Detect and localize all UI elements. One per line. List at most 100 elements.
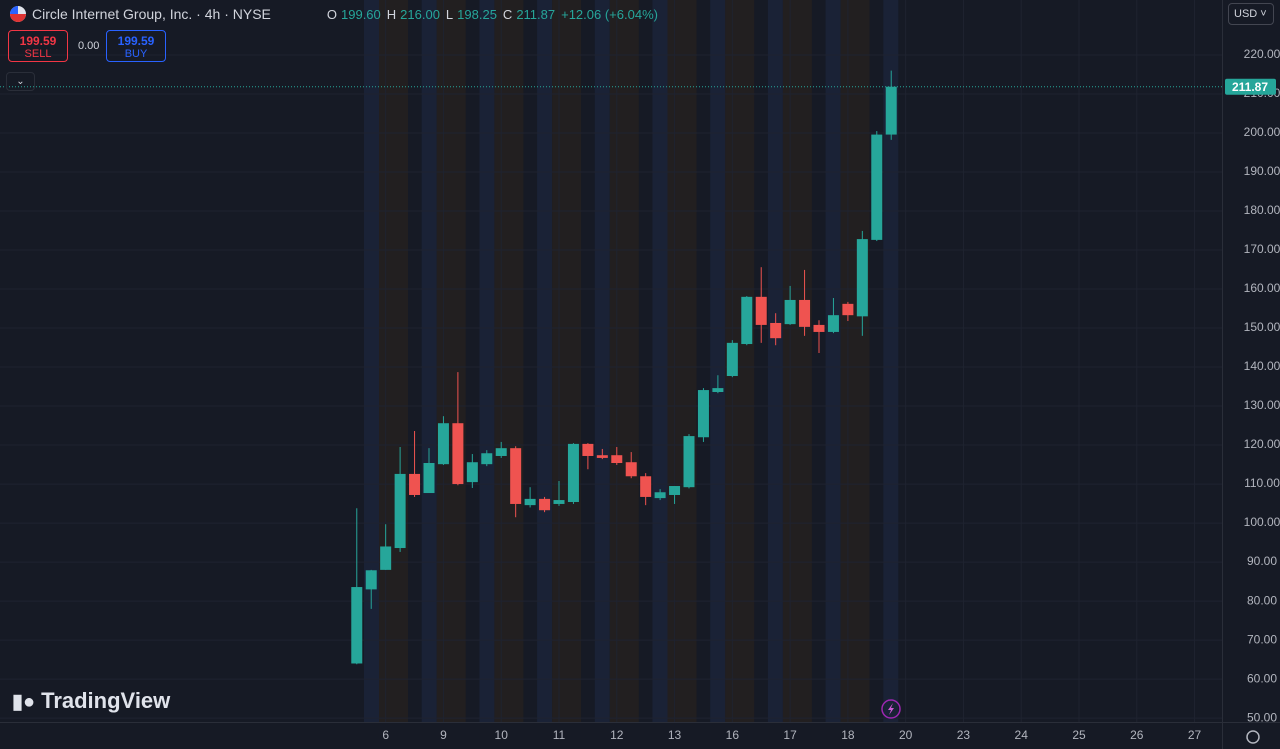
x-tick-label: 6 [382, 728, 389, 742]
candle-body [452, 423, 464, 485]
y-tick-label: 150.00 [1244, 320, 1280, 334]
ohlc-value: 198.25 [457, 6, 497, 22]
afterhours-shade [494, 0, 524, 722]
y-tick-label: 140.00 [1244, 359, 1280, 373]
candle-body [770, 322, 782, 339]
y-tick-label: 200.00 [1244, 125, 1280, 139]
brand-logo: ▮● TradingView [12, 688, 170, 714]
candle-body [799, 299, 811, 327]
settings-icon [1246, 730, 1260, 744]
candle-body [885, 86, 897, 135]
collapse-button[interactable]: ⌄ [6, 72, 35, 91]
afterhours-shade [436, 0, 466, 722]
afterhours-shade [552, 0, 582, 722]
currency: USD [1234, 8, 1258, 20]
candle-body [582, 443, 594, 456]
candle-body [365, 570, 377, 590]
candle-body [669, 486, 681, 495]
x-tick-label: 18 [841, 728, 855, 742]
premarket-shade [537, 0, 553, 722]
candle-body [481, 453, 493, 465]
candle-body [466, 462, 478, 483]
change: +12.06 (+6.04%) [561, 6, 658, 22]
x-tick-label: 16 [726, 728, 740, 742]
afterhours-shade [379, 0, 408, 722]
candle-body [437, 423, 449, 465]
afterhours-shade [609, 0, 639, 722]
premarket-shade [767, 0, 783, 722]
spread: 0.00 [78, 40, 100, 52]
ohlc-key: O [326, 6, 337, 22]
candle-body [380, 546, 392, 570]
x-tick-label: 25 [1072, 728, 1086, 742]
alert-icon [881, 699, 901, 719]
candle-body [625, 462, 637, 477]
buy-button[interactable]: 199.59 BUY [106, 30, 166, 62]
candle-body [539, 498, 551, 511]
y-tick-label: 100.00 [1244, 515, 1280, 529]
candle-body [640, 476, 652, 497]
candle-body [596, 455, 608, 458]
ohlc-key: H [386, 6, 397, 22]
candle-body [697, 390, 709, 438]
candle-body [611, 455, 623, 464]
candle-body [871, 134, 883, 240]
candle-body [495, 448, 507, 456]
y-tick-label: 50.00 [1247, 710, 1277, 724]
x-tick-label: 24 [1015, 728, 1029, 742]
y-tick-label: 90.00 [1247, 554, 1277, 568]
x-tick-label: 10 [495, 728, 509, 742]
candle-body [423, 463, 435, 494]
candle-body [654, 492, 666, 499]
premarket-shade [364, 0, 379, 722]
x-tick-label: 9 [440, 728, 447, 742]
y-tick-label: 70.00 [1247, 632, 1277, 646]
x-tick-label: 12 [610, 728, 624, 742]
y-tick-label: 220.00 [1244, 47, 1280, 61]
candle-body [394, 473, 406, 549]
candle-body [510, 448, 522, 504]
candle-body [726, 342, 738, 377]
y-tick-label: 60.00 [1247, 671, 1277, 685]
y-tick-label: 190.00 [1244, 164, 1280, 178]
brand-name: TradingView [41, 688, 171, 713]
symbol-header: Circle Internet Group, Inc. · 4h · NYSE … [10, 4, 658, 24]
candle-body [784, 299, 796, 325]
x-tick-label: 27 [1188, 728, 1202, 742]
candle-body [755, 296, 767, 325]
candle-body [351, 587, 363, 664]
x-tick-label: 11 [553, 728, 566, 742]
sell-label: SELL [24, 48, 52, 60]
sell-price: 199.59 [19, 34, 57, 48]
candle-body [683, 436, 695, 488]
candle-body [409, 473, 421, 495]
premarket-shade [883, 0, 899, 722]
sell-button[interactable]: 199.59 SELL [8, 30, 68, 62]
currency-select[interactable]: USD ˅ [1228, 3, 1274, 25]
y-tick-label: 180.00 [1244, 203, 1280, 217]
premarket-shade [710, 0, 726, 722]
candle-body [842, 303, 854, 316]
candle-body [567, 443, 579, 503]
buy-price: 199.59 [117, 34, 155, 48]
candle-body [524, 498, 536, 506]
x-tick-label: 23 [957, 728, 971, 742]
candle-body [553, 500, 565, 504]
x-tick-label: 20 [899, 728, 913, 742]
symbol-title[interactable]: Circle Internet Group, Inc. · 4h · NYSE [32, 6, 271, 22]
y-tick-label: 130.00 [1244, 398, 1280, 412]
x-tick-label: 13 [668, 728, 682, 742]
brand-icon: ▮● [12, 690, 36, 713]
candle-body [813, 324, 825, 332]
premarket-shade [652, 0, 668, 722]
premarket-shade [479, 0, 495, 722]
ohlc-value: 199.60 [341, 6, 381, 22]
afterhours-shade [667, 0, 697, 722]
ohlc-value: 216.00 [400, 6, 440, 22]
x-tick-label: 26 [1130, 728, 1144, 742]
premarket-shade [825, 0, 841, 722]
premarket-shade [421, 0, 437, 722]
ohlc-key: L [445, 6, 454, 22]
premarket-shade [594, 0, 610, 722]
